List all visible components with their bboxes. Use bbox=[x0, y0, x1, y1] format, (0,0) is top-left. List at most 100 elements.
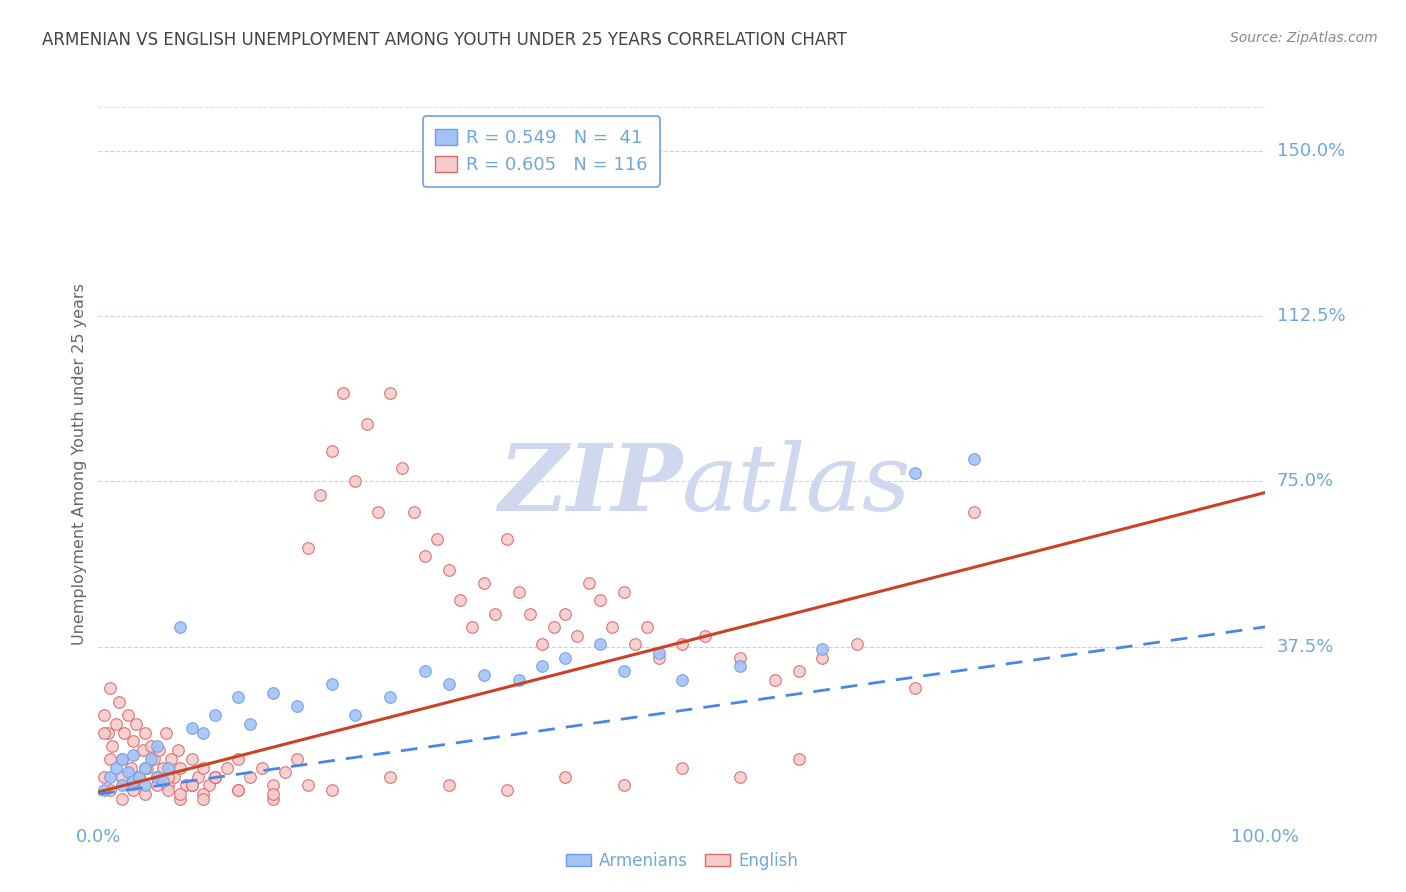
Point bbox=[180, 752, 202, 766]
Point bbox=[274, 765, 297, 780]
Point bbox=[120, 761, 142, 775]
Point bbox=[169, 787, 191, 801]
Point bbox=[904, 681, 927, 696]
Point bbox=[624, 637, 647, 651]
Point bbox=[134, 787, 156, 801]
Point bbox=[204, 770, 226, 784]
Point bbox=[104, 716, 127, 731]
Point bbox=[262, 686, 284, 700]
Point bbox=[228, 782, 250, 797]
Point bbox=[695, 629, 717, 643]
Point bbox=[612, 778, 634, 792]
Point bbox=[98, 782, 121, 797]
Point bbox=[671, 761, 693, 775]
Point bbox=[413, 549, 436, 564]
Point bbox=[169, 620, 191, 634]
Point bbox=[98, 752, 121, 766]
Point bbox=[93, 707, 115, 722]
Point bbox=[215, 761, 238, 775]
Point bbox=[356, 417, 378, 432]
Point bbox=[811, 650, 834, 665]
Point bbox=[730, 650, 752, 665]
Point bbox=[128, 770, 150, 784]
Point bbox=[228, 782, 250, 797]
Point bbox=[204, 770, 226, 784]
Point bbox=[111, 791, 134, 805]
Point bbox=[647, 650, 669, 665]
Point bbox=[101, 739, 124, 753]
Point bbox=[543, 620, 565, 634]
Point bbox=[204, 707, 226, 722]
Point bbox=[472, 575, 495, 590]
Point bbox=[97, 725, 120, 739]
Point bbox=[297, 778, 319, 792]
Point bbox=[378, 770, 402, 784]
Point bbox=[402, 505, 425, 519]
Point bbox=[437, 563, 460, 577]
Point bbox=[378, 690, 402, 705]
Point bbox=[146, 778, 169, 792]
Point bbox=[671, 637, 693, 651]
Point bbox=[578, 575, 600, 590]
Point bbox=[962, 505, 984, 519]
Point bbox=[484, 607, 506, 621]
Point bbox=[93, 782, 115, 797]
Point bbox=[228, 752, 250, 766]
Point bbox=[180, 778, 202, 792]
Point bbox=[136, 761, 159, 775]
Point bbox=[146, 770, 169, 784]
Point bbox=[344, 707, 367, 722]
Point bbox=[108, 695, 131, 709]
Point bbox=[647, 646, 669, 660]
Point bbox=[589, 637, 612, 651]
Point bbox=[262, 791, 284, 805]
Point bbox=[134, 725, 156, 739]
Point bbox=[152, 761, 174, 775]
Point bbox=[321, 677, 343, 691]
Point bbox=[163, 770, 186, 784]
Point bbox=[134, 778, 156, 792]
Point bbox=[554, 770, 576, 784]
Point bbox=[437, 778, 460, 792]
Point bbox=[250, 761, 273, 775]
Point bbox=[193, 725, 215, 739]
Point bbox=[159, 752, 181, 766]
Text: 150.0%: 150.0% bbox=[1277, 142, 1344, 160]
Point bbox=[495, 782, 517, 797]
Point bbox=[169, 761, 191, 775]
Point bbox=[166, 743, 188, 757]
Point bbox=[117, 765, 139, 780]
Point bbox=[122, 778, 145, 792]
Point bbox=[239, 716, 262, 731]
Point bbox=[285, 752, 308, 766]
Point bbox=[437, 677, 460, 691]
Point bbox=[309, 488, 332, 502]
Point bbox=[157, 761, 180, 775]
Text: 37.5%: 37.5% bbox=[1277, 638, 1334, 656]
Point bbox=[787, 664, 810, 678]
Point bbox=[811, 641, 834, 656]
Point bbox=[612, 664, 634, 678]
Point bbox=[125, 716, 148, 731]
Point bbox=[134, 761, 156, 775]
Point bbox=[193, 787, 215, 801]
Point bbox=[111, 752, 134, 766]
Point bbox=[730, 770, 752, 784]
Point bbox=[962, 452, 984, 467]
Legend: Armenians, English: Armenians, English bbox=[560, 846, 804, 877]
Point bbox=[332, 386, 354, 401]
Point bbox=[193, 761, 215, 775]
Point bbox=[152, 774, 174, 789]
Point bbox=[111, 778, 134, 792]
Point bbox=[612, 584, 634, 599]
Point bbox=[187, 770, 209, 784]
Point bbox=[391, 461, 413, 475]
Point bbox=[204, 770, 226, 784]
Point bbox=[112, 725, 135, 739]
Point bbox=[134, 761, 156, 775]
Y-axis label: Unemployment Among Youth under 25 years: Unemployment Among Youth under 25 years bbox=[72, 283, 87, 645]
Point bbox=[472, 668, 495, 682]
Point bbox=[128, 770, 150, 784]
Point bbox=[132, 743, 155, 757]
Point bbox=[139, 739, 162, 753]
